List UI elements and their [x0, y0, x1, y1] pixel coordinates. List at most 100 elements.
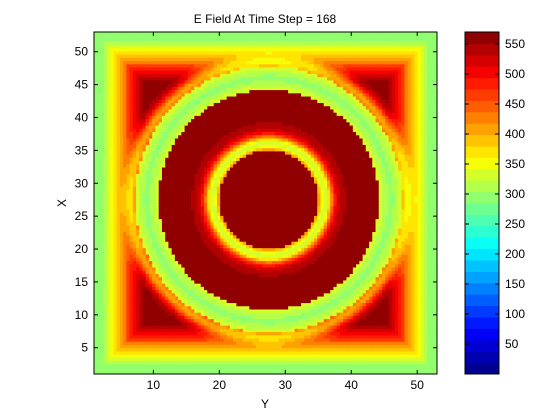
heatmap-cell: [152, 241, 157, 246]
heatmap-cell: [145, 341, 150, 346]
heatmap-cell: [174, 135, 179, 140]
heatmap-cell: [174, 193, 179, 198]
heatmap-cell: [152, 48, 157, 52]
heatmap-cell: [200, 335, 205, 340]
heatmap-cell: [119, 64, 124, 69]
heatmap-cell: [129, 183, 134, 188]
heatmap-cell: [126, 57, 131, 62]
heatmap-cell: [145, 299, 150, 304]
heatmap-cell: [119, 144, 124, 149]
heatmap-cell: [171, 93, 176, 98]
heatmap-cell: [129, 306, 134, 311]
heatmap-cell: [207, 296, 212, 301]
heatmap-cell: [213, 367, 218, 372]
heatmap-cell: [204, 151, 208, 156]
heatmap-cell: [100, 183, 105, 188]
heatmap-cell: [210, 354, 215, 359]
heatmap-cell: [113, 148, 118, 152]
heatmap-cell: [165, 90, 170, 94]
heatmap-cell: [184, 41, 189, 46]
heatmap-cell: [142, 196, 147, 201]
heatmap-cell: [110, 254, 115, 259]
heatmap-cell: [103, 235, 108, 240]
heatmap-cell: [210, 80, 215, 85]
heatmap-cell: [113, 193, 118, 198]
heatmap-cell: [200, 235, 205, 240]
heatmap-cell: [184, 109, 189, 114]
heatmap-cell: [178, 51, 182, 56]
heatmap-cell: [171, 161, 176, 165]
heatmap-cell: [145, 357, 150, 362]
heatmap-cell: [152, 312, 157, 317]
heatmap-cell: [187, 228, 192, 233]
heatmap-cell: [152, 73, 157, 78]
heatmap-cell: [139, 370, 144, 374]
heatmap-cell: [132, 338, 137, 343]
heatmap-cell: [200, 257, 205, 262]
heatmap-cell: [174, 309, 179, 314]
heatmap-cell: [106, 48, 111, 52]
heatmap-cell: [161, 283, 166, 288]
heatmap-cell: [103, 135, 108, 140]
heatmap-cell: [142, 215, 147, 220]
heatmap-cell: [207, 41, 212, 46]
heatmap-cell: [207, 315, 212, 320]
heatmap-cell: [168, 235, 173, 240]
heatmap-cell: [132, 141, 137, 146]
heatmap-cell: [213, 351, 218, 356]
heatmap-cell: [191, 154, 195, 159]
heatmap-cell: [142, 293, 147, 298]
heatmap-cell: [181, 61, 186, 65]
heatmap-cell: [187, 351, 192, 356]
heatmap-cell: [178, 309, 182, 314]
heatmap-cell: [139, 254, 144, 259]
heatmap-cell: [145, 38, 150, 43]
heatmap-cell: [142, 254, 147, 259]
heatmap-cell: [142, 283, 147, 288]
heatmap-cell: [116, 177, 121, 182]
heatmap-cell: [94, 299, 98, 304]
heatmap-cell: [204, 293, 208, 298]
heatmap-cell: [110, 319, 115, 323]
heatmap-cell: [207, 161, 212, 165]
heatmap-cell: [142, 322, 147, 327]
heatmap-cell: [103, 370, 108, 374]
heatmap-cell: [103, 141, 108, 146]
heatmap-cell: [178, 303, 182, 307]
heatmap-cell: [106, 209, 111, 214]
heatmap-cell: [200, 209, 205, 214]
heatmap-cell: [174, 112, 179, 117]
heatmap-cell: [210, 128, 215, 133]
heatmap-cell: [145, 325, 150, 330]
heatmap-cell: [184, 219, 189, 223]
heatmap-cell: [194, 261, 199, 265]
heatmap-cell: [110, 322, 115, 327]
heatmap-cell: [158, 309, 163, 314]
heatmap-cell: [197, 67, 202, 72]
heatmap-cell: [204, 67, 208, 72]
heatmap-cell: [113, 354, 118, 359]
heatmap-cell: [181, 35, 186, 40]
heatmap-cell: [158, 270, 163, 275]
heatmap-cell: [200, 332, 205, 336]
heatmap-cell: [184, 80, 189, 85]
heatmap-cell: [106, 219, 111, 223]
heatmap-cell: [171, 96, 176, 101]
heatmap-cell: [152, 225, 157, 230]
heatmap-cell: [113, 77, 118, 81]
heatmap-cell: [110, 309, 115, 314]
heatmap-cell: [165, 132, 170, 136]
heatmap-cell: [178, 277, 182, 282]
heatmap-cell: [161, 41, 166, 46]
heatmap-cell: [194, 41, 199, 46]
heatmap-cell: [210, 154, 215, 159]
heatmap-cell: [129, 261, 134, 265]
heatmap-cell: [200, 38, 205, 43]
heatmap-cell: [210, 225, 215, 230]
heatmap-cell: [191, 77, 195, 81]
heatmap-cell: [123, 361, 127, 365]
heatmap-cell: [113, 44, 118, 49]
heatmap-cell: [149, 90, 153, 94]
heatmap-cell: [220, 196, 225, 201]
heatmap-cell: [119, 351, 124, 356]
